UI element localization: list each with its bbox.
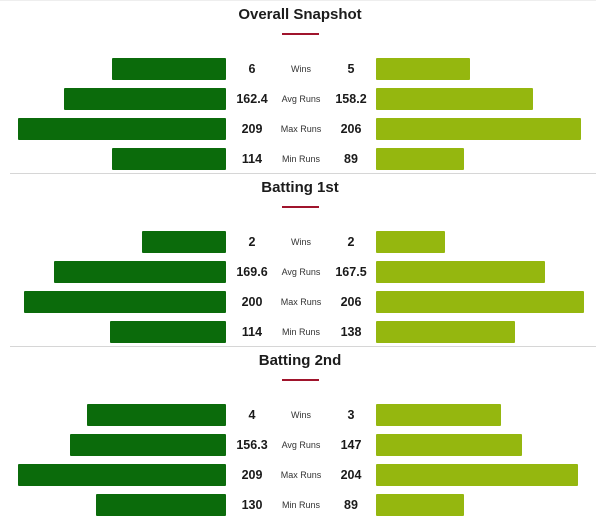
value-left-avg-runs: 156.3 [236,438,268,452]
stat-row-max-runs: 209 Max Runs 206 [0,118,596,140]
section-overall-snapshot: Overall Snapshot 6 Wins 5 162.4 Avg Runs 158.2… [0,5,596,175]
value-left-avg-runs: 169.6 [236,265,268,279]
value-right-avg-runs: 167.5 [335,265,367,279]
stat-label: Min Runs [281,500,320,510]
section-title: Batting 2nd [258,352,342,369]
value-left-wins: 2 [248,235,256,249]
stat-label: Avg Runs [281,267,321,277]
stat-row-avg-runs: 156.3 Avg Runs 147 [0,434,596,456]
value-left-max-runs: 209 [241,122,263,136]
value-left-wins: 4 [248,408,256,422]
section-divider [10,173,596,174]
stat-row-avg-runs: 169.6 Avg Runs 167.5 [0,261,596,283]
value-right-min-runs: 89 [344,152,358,166]
stat-row-min-runs: 130 Min Runs 89 [0,494,596,516]
stat-row-max-runs: 209 Max Runs 204 [0,464,596,486]
stat-row-max-runs: 200 Max Runs 206 [0,291,596,313]
title-underline [282,33,319,35]
stat-label: Max Runs [280,297,322,307]
section-batting-1st: Batting 1st 2 Wins 2 169.6 Avg Runs 167.5 200 Ma… [0,178,596,348]
stat-label: Min Runs [281,154,320,164]
bar-right-max-runs [376,464,578,486]
section-title: Overall Snapshot [238,6,362,23]
bar-left-wins [112,58,226,80]
bar-left-avg-runs [70,434,226,456]
value-left-max-runs: 209 [241,468,263,482]
bar-left-min-runs [112,148,226,170]
bar-right-wins [376,231,445,253]
section-title: Batting 1st [261,179,339,196]
bar-left-avg-runs [54,261,226,283]
bar-right-min-runs [376,148,464,170]
value-right-avg-runs: 158.2 [335,92,367,106]
bar-right-avg-runs [376,88,533,110]
stat-row-min-runs: 114 Min Runs 89 [0,148,596,170]
bar-left-min-runs [96,494,226,516]
top-rule [0,0,596,1]
stat-row-wins: 2 Wins 2 [0,231,596,253]
bar-left-max-runs [18,464,226,486]
stat-row-wins: 6 Wins 5 [0,58,596,80]
bar-right-max-runs [376,291,584,313]
value-left-min-runs: 130 [241,498,263,512]
value-left-min-runs: 114 [241,152,263,166]
bar-right-avg-runs [376,261,545,283]
value-left-avg-runs: 162.4 [236,92,268,106]
value-right-max-runs: 204 [340,468,362,482]
stat-label: Max Runs [280,124,322,134]
bar-left-avg-runs [64,88,226,110]
stat-label: Avg Runs [281,94,321,104]
bar-right-min-runs [376,321,515,343]
value-right-min-runs: 89 [344,498,358,512]
section-batting-2nd: Batting 2nd 4 Wins 3 156.3 Avg Runs 147 209 Max … [0,351,596,521]
value-right-wins: 2 [347,235,355,249]
value-left-max-runs: 200 [241,295,263,309]
bar-left-wins [87,404,226,426]
bar-right-avg-runs [376,434,522,456]
bar-left-max-runs [18,118,226,140]
stat-label: Avg Runs [281,440,321,450]
value-right-max-runs: 206 [340,295,362,309]
value-right-wins: 5 [347,62,355,76]
stat-row-min-runs: 114 Min Runs 138 [0,321,596,343]
bar-right-min-runs [376,494,464,516]
value-right-max-runs: 206 [340,122,362,136]
bar-right-wins [376,58,470,80]
value-right-wins: 3 [347,408,355,422]
stat-row-avg-runs: 162.4 Avg Runs 158.2 [0,88,596,110]
stat-label: Min Runs [281,327,320,337]
stat-label: Wins [291,237,311,247]
stat-label: Max Runs [280,470,322,480]
bar-left-min-runs [110,321,226,343]
value-left-min-runs: 114 [241,325,263,339]
value-right-min-runs: 138 [340,325,362,339]
bar-right-max-runs [376,118,581,140]
bar-left-max-runs [24,291,226,313]
title-underline [282,206,319,208]
stat-label: Wins [291,64,311,74]
title-underline [282,379,319,381]
value-left-wins: 6 [248,62,256,76]
bar-left-wins [142,231,226,253]
section-divider [10,346,596,347]
stat-row-wins: 4 Wins 3 [0,404,596,426]
stat-label: Wins [291,410,311,420]
value-right-avg-runs: 147 [340,438,362,452]
bar-right-wins [376,404,501,426]
